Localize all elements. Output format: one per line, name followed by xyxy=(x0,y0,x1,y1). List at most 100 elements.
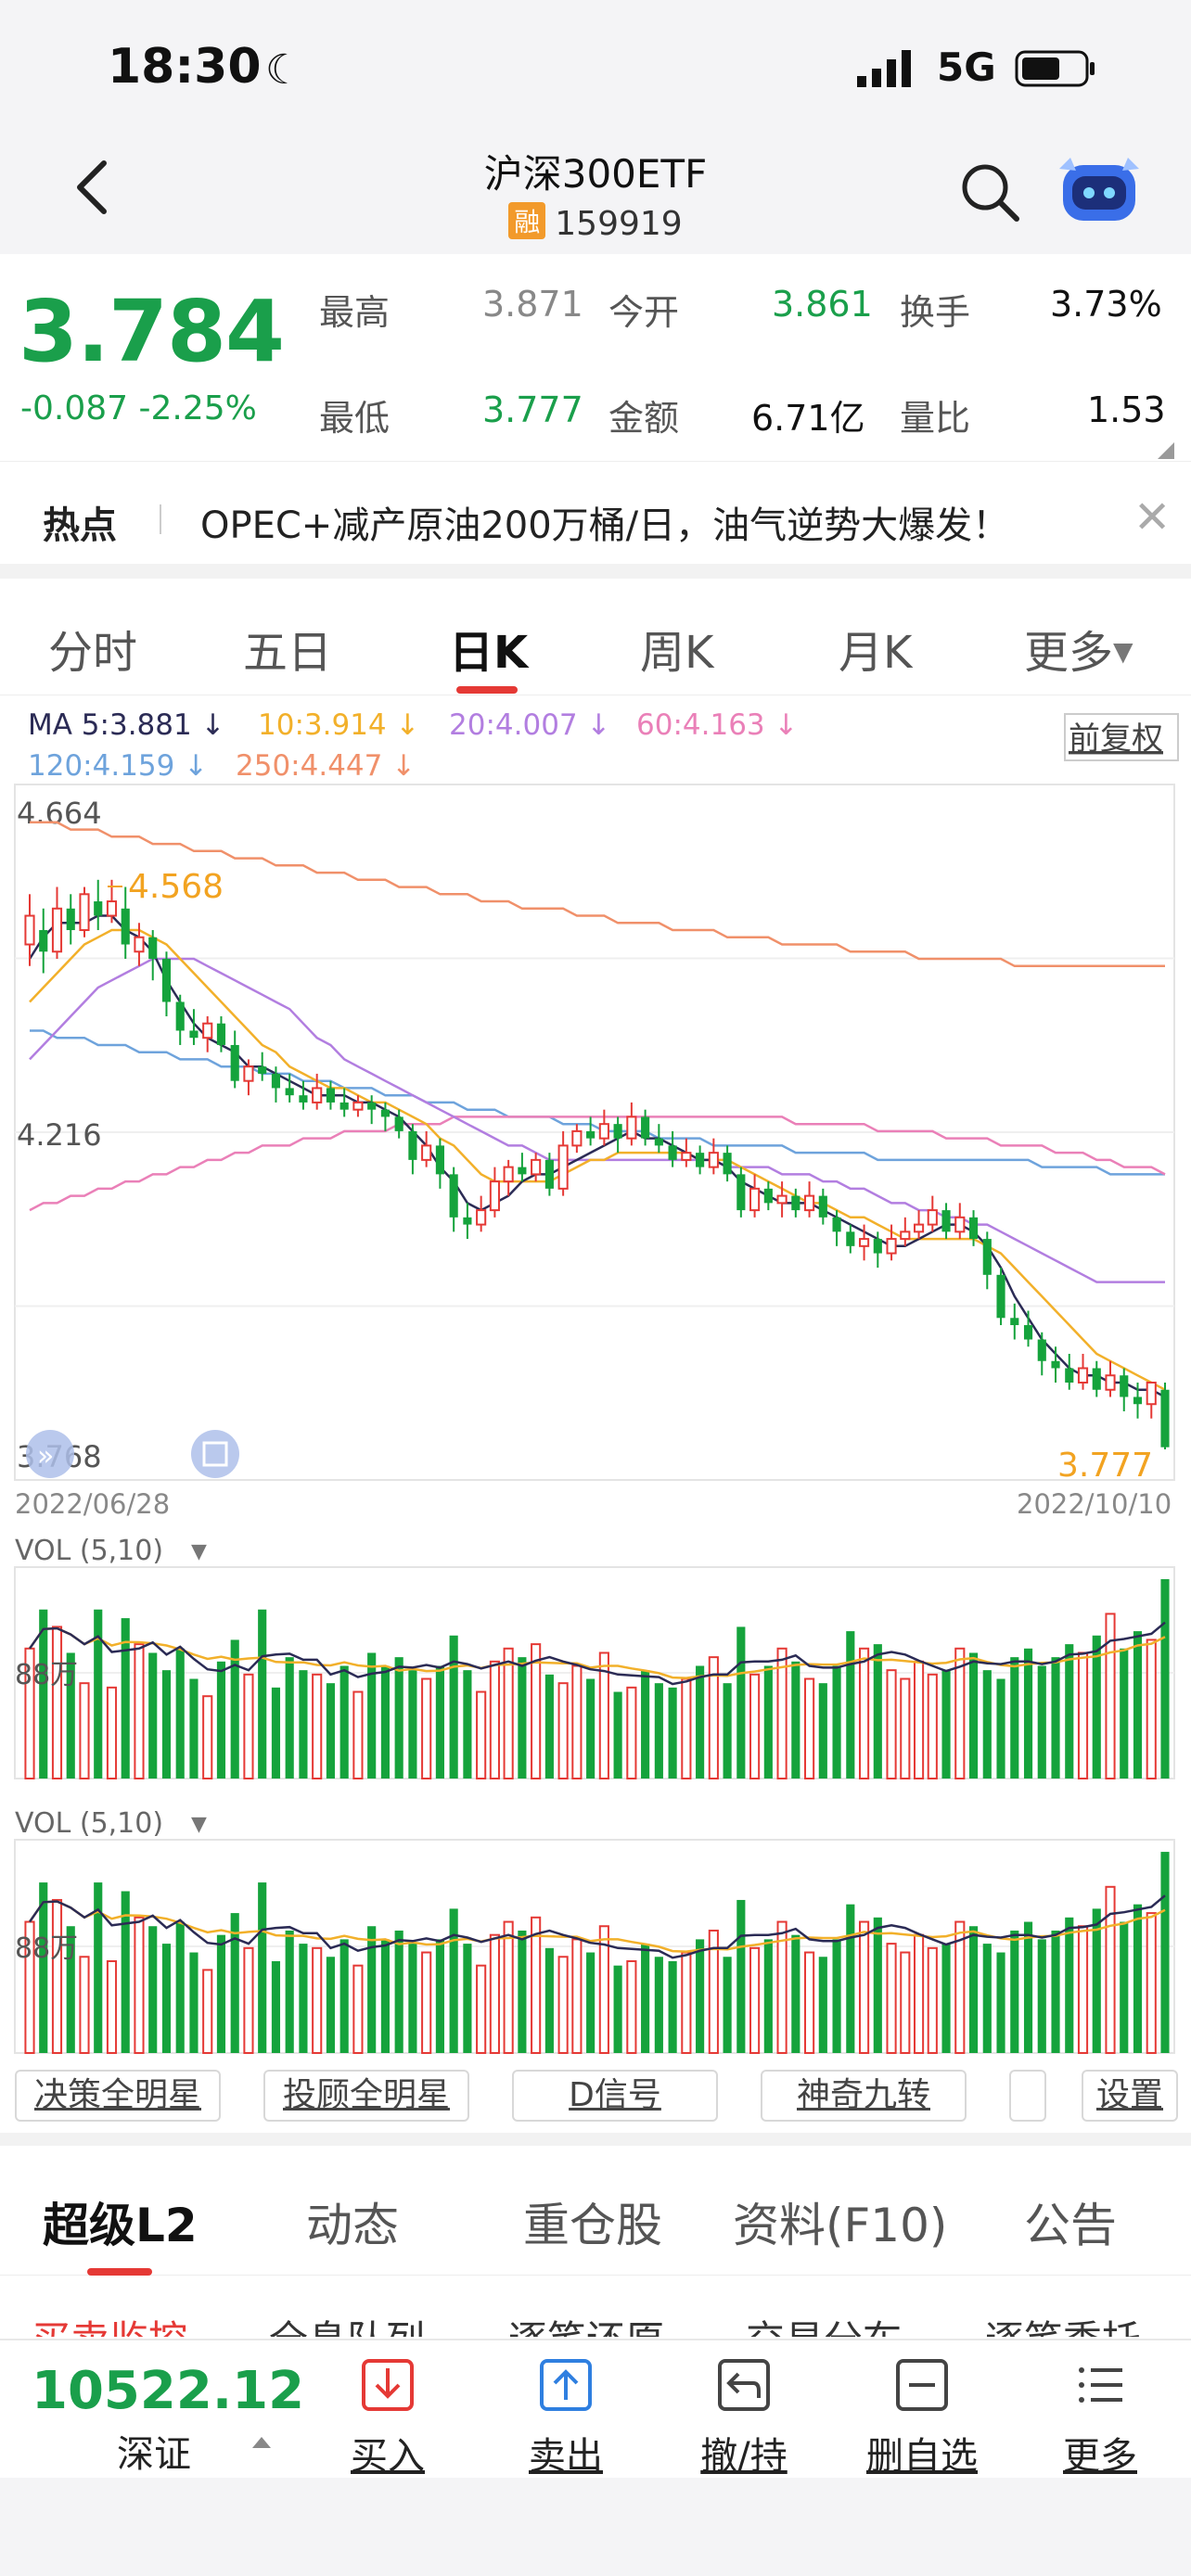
feature-tabs: 超级L2 动态 重仓股 资料(F10) 公告 xyxy=(0,2146,1191,2276)
candle-body xyxy=(996,1274,1005,1319)
volume-bar xyxy=(544,1674,554,1779)
volume-bar xyxy=(598,1925,609,2055)
d-signal-button[interactable]: D信号 xyxy=(512,2070,718,2122)
subtab-order-queue[interactable]: 全息队列 xyxy=(269,2309,425,2337)
volume-bar xyxy=(586,1952,596,2053)
sell-icon xyxy=(540,2359,592,2411)
subtab-tick-replay[interactable]: 逐笔还原 xyxy=(508,2309,664,2337)
candle-body xyxy=(243,1065,254,1082)
y-tick-label: 4.664 xyxy=(17,796,102,831)
candle-body xyxy=(668,1145,677,1160)
candle-body xyxy=(846,1231,855,1246)
candle-body xyxy=(216,1023,226,1045)
volume-bar xyxy=(421,1951,432,2055)
volume-bar xyxy=(571,1938,583,2054)
volume-bar xyxy=(380,1939,390,2053)
tab-super-l2[interactable]: 超级L2 xyxy=(43,2199,198,2252)
candle-body xyxy=(982,1239,992,1275)
vol-ma10-line xyxy=(28,1900,1166,1953)
volume-bar xyxy=(449,1635,458,1779)
volume-bar xyxy=(408,1944,417,2053)
tab-weekly-k[interactable]: 周K xyxy=(640,627,714,679)
ma-legend-item: 60:4.163 ↓ xyxy=(636,708,798,742)
tab-intraday[interactable]: 分时 xyxy=(48,627,138,679)
blank-button[interactable] xyxy=(1009,2070,1046,2122)
vol-dropdown-icon: ▼ xyxy=(191,1540,207,1563)
sell-button[interactable]: 卖出 xyxy=(501,2340,631,2480)
volume-bar xyxy=(1023,1921,1033,2053)
index-value[interactable]: 10522.12 xyxy=(32,2361,305,2421)
cancel-hold-label: 撤/持 xyxy=(700,2435,788,2478)
candle-body xyxy=(723,1153,732,1175)
tab-f10[interactable]: 资料(F10) xyxy=(733,2199,948,2252)
volume-bar xyxy=(1105,1613,1116,1780)
index-name[interactable]: 深证 xyxy=(117,2433,191,2476)
volume-bar xyxy=(66,1926,75,2053)
open-value: 3.861 xyxy=(772,284,873,325)
low-value: 3.777 xyxy=(482,389,583,430)
volume-bar xyxy=(531,1643,542,1780)
back-arrow-icon[interactable] xyxy=(69,158,113,217)
cancel-hold-button[interactable]: 撤/持 xyxy=(679,2340,809,2480)
volume-bar xyxy=(804,1677,815,1779)
tab-more[interactable]: 更多▼ xyxy=(1024,616,1133,681)
expand-corner-icon[interactable] xyxy=(1158,442,1174,459)
candle-body xyxy=(598,1123,609,1140)
adjust-button[interactable]: 前复权 xyxy=(1069,721,1163,758)
fullscreen-icon xyxy=(202,1441,228,1467)
volume-bar xyxy=(982,1670,992,1779)
candle-body xyxy=(818,1195,827,1218)
search-icon[interactable] xyxy=(957,159,1022,224)
volume-bar xyxy=(654,1683,663,1779)
close-icon[interactable]: ✕ xyxy=(1133,491,1172,543)
buy-button[interactable]: 买入 xyxy=(323,2340,453,2480)
volume-bar xyxy=(339,1939,349,2053)
volume-bar xyxy=(996,1678,1005,1779)
tab-monthly-k[interactable]: 月K xyxy=(839,627,913,679)
double-chevron-icon: » xyxy=(37,1440,54,1473)
volume-bar xyxy=(326,1683,336,1779)
volume-bar xyxy=(900,1951,911,2055)
more-button[interactable]: 更多 xyxy=(1035,2340,1165,2480)
candle-body xyxy=(79,893,90,932)
volume-bar xyxy=(613,1691,622,1779)
collapse-button[interactable] xyxy=(26,1430,74,1478)
caret-up-icon[interactable] xyxy=(252,2437,271,2448)
candle-body xyxy=(408,1130,417,1160)
news-text[interactable]: OPEC+减产原油200万桶/日，油气逆势大爆发！ xyxy=(200,504,1010,547)
candle-body xyxy=(326,1088,336,1103)
volume-bar xyxy=(134,1916,145,2055)
decision-allstar-button[interactable]: 决策全明星 xyxy=(15,2070,221,2122)
volume-bar xyxy=(1146,1912,1157,2054)
volume-bar xyxy=(230,1639,239,1779)
volume-bar xyxy=(598,1651,609,1779)
subtab-trade-distribution[interactable]: 交易分布 xyxy=(746,2309,902,2337)
volume-bar xyxy=(285,1657,294,1779)
magic-nine-button[interactable]: 神奇九转 xyxy=(761,2070,967,2122)
candle-body xyxy=(557,1144,569,1190)
volume-bar xyxy=(749,1673,761,1779)
remove-watchlist-button[interactable]: 删自选 xyxy=(857,2340,987,2480)
kline-chart[interactable]: MA 5:3.881 ↓ 10:3.914 ↓ 20:4.007 ↓ 60:4.163… xyxy=(0,695,1191,2123)
subtab-tick-orders[interactable]: 逐笔委托 xyxy=(985,2309,1141,2337)
tab-holdings[interactable]: 重仓股 xyxy=(523,2199,662,2252)
candle-body xyxy=(544,1159,554,1189)
volume-bar xyxy=(846,1904,855,2053)
candle-body xyxy=(449,1174,458,1218)
subtab-trade-monitor[interactable]: 买卖监控 xyxy=(32,2309,187,2337)
fullscreen-button[interactable] xyxy=(191,1430,239,1478)
tab-news[interactable]: 动态 xyxy=(306,2199,399,2252)
hot-news-banner[interactable]: 热点 OPEC+减产原油200万桶/日，油气逆势大爆发！ ✕ xyxy=(0,462,1191,579)
settings-button[interactable]: 设置 xyxy=(1082,2070,1178,2122)
ma-line-ma120 xyxy=(30,1029,1165,1176)
tab-five-day[interactable]: 五日 xyxy=(243,627,333,679)
date-start-label: 2022/06/28 xyxy=(15,1488,170,1520)
volume-bar xyxy=(544,1947,554,2053)
candle-body xyxy=(749,1187,761,1212)
candle-body xyxy=(763,1188,773,1204)
tab-announcements[interactable]: 公告 xyxy=(1024,2199,1117,2252)
tab-daily-k[interactable]: 日K xyxy=(449,627,529,679)
volume-bar xyxy=(832,1939,841,2053)
ai-assistant-icon[interactable] xyxy=(1057,156,1141,226)
advisor-allstar-button[interactable]: 投顾全明星 xyxy=(263,2070,469,2122)
